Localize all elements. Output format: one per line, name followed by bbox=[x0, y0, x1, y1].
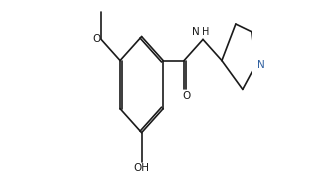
Text: N: N bbox=[192, 27, 200, 37]
Text: O: O bbox=[92, 34, 100, 44]
Text: H: H bbox=[202, 27, 210, 37]
Text: N: N bbox=[257, 60, 265, 70]
Text: O: O bbox=[182, 91, 190, 101]
Text: OH: OH bbox=[134, 163, 150, 173]
